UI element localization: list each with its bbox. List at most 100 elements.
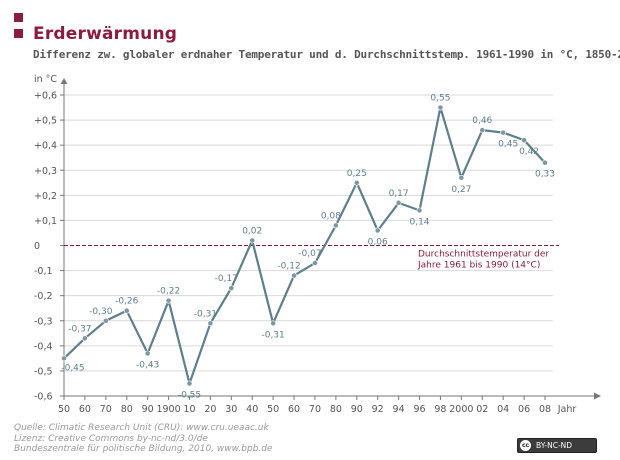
y-tick-label: -0,5	[34, 366, 53, 377]
x-tick-label: 06	[518, 404, 530, 415]
data-point	[500, 129, 507, 136]
x-tick-label: 70	[100, 404, 112, 415]
data-label: -0,37	[68, 324, 91, 334]
x-tick-label: 94	[393, 404, 405, 415]
x-tick-label: 02	[476, 404, 488, 415]
data-point	[291, 272, 297, 279]
y-tick-label: +0,3	[34, 166, 57, 177]
reference-label-line1: Durchschnittstemperatur der	[418, 250, 549, 260]
reference-label-line2: Jahre 1961 bis 1990 (14°C)	[417, 261, 540, 271]
data-point	[144, 350, 151, 357]
x-tick-label: 04	[497, 404, 509, 415]
y-tick-label: +0,2	[34, 191, 57, 202]
data-point	[458, 174, 465, 181]
y-tick-label: +0,1	[34, 216, 57, 227]
x-tick-label: 60	[288, 404, 300, 415]
data-label: -0,07	[298, 249, 321, 259]
x-tick-label: 92	[372, 404, 384, 415]
data-label: 0,25	[347, 169, 367, 179]
publisher-text: Bundeszentrale für politische Bildung, 2…	[14, 444, 273, 454]
data-point	[353, 179, 360, 186]
x-tick-label: 70	[309, 404, 321, 415]
x-axis-label: Jahr	[557, 404, 577, 415]
data-label: -0,45	[61, 363, 84, 373]
creative-commons-badge[interactable]: cc BY-NC-ND	[517, 438, 597, 453]
data-label: -0,12	[277, 262, 300, 272]
x-tick-label: 98	[434, 404, 446, 415]
data-point	[82, 335, 88, 342]
x-axis-arrow	[594, 392, 601, 400]
data-label: -0,17	[215, 274, 238, 284]
license-text: Lizenz: Creative Commons by-nc-nd/3.0/de	[14, 433, 208, 444]
x-tick-label: 90	[351, 404, 363, 415]
x-tick-label: 20	[204, 404, 216, 415]
data-point	[207, 320, 214, 327]
data-point	[479, 127, 486, 134]
data-point	[186, 380, 193, 387]
data-point	[374, 227, 381, 234]
page-title: Erderwärmung	[33, 24, 178, 44]
data-point	[395, 199, 402, 206]
data-point	[123, 307, 130, 314]
x-tick-label: 80	[121, 404, 133, 415]
data-label: 0,06	[368, 237, 388, 247]
x-tick-label: 90	[142, 404, 154, 415]
data-label: 0,33	[535, 170, 555, 180]
data-label: -0,43	[136, 360, 159, 370]
x-tick-label: 2000	[449, 404, 473, 415]
source-text: Quelle: Climatic Research Unit (CRU): ww…	[14, 423, 269, 433]
source-notes: Quelle: Climatic Research Unit (CRU): ww…	[14, 423, 273, 455]
data-label: 0,55	[430, 94, 450, 104]
cc-license-label: BY-NC-ND	[536, 441, 573, 450]
data-point	[228, 285, 235, 292]
data-label: 0,08	[321, 211, 341, 221]
data-label: 0,45	[498, 140, 518, 150]
data-label: 0,27	[451, 185, 471, 195]
cc-icon: cc	[520, 440, 531, 451]
data-label: 0,46	[472, 116, 492, 126]
y-tick-label: +0,5	[34, 116, 57, 127]
page-subtitle: Differenz zw. globaler erdnaher Temperat…	[33, 48, 620, 61]
x-tick-label: 60	[79, 404, 91, 415]
data-point	[249, 237, 256, 244]
y-tick-label: 0	[34, 241, 40, 252]
data-point	[270, 320, 277, 327]
title-marker-square-top	[14, 13, 23, 22]
data-label: 0,14	[409, 217, 429, 227]
x-tick-label: 50	[58, 404, 70, 415]
data-point	[165, 297, 172, 304]
data-point	[332, 222, 339, 229]
data-point	[312, 260, 318, 266]
y-tick-label: -0,6	[34, 392, 53, 403]
data-label: 0,17	[389, 189, 409, 199]
data-label: -0,22	[157, 287, 180, 297]
y-tick-label: -0,1	[34, 266, 53, 277]
title-marker-square	[14, 29, 23, 38]
x-tick-label: 10	[183, 404, 195, 415]
data-label: 0,02	[242, 226, 262, 236]
data-label: 0,42	[519, 147, 539, 157]
y-axis-label: in °C	[34, 74, 57, 85]
data-point	[61, 355, 67, 362]
data-label: -0,55	[178, 390, 201, 400]
x-tick-label: 30	[225, 404, 237, 415]
data-point	[416, 207, 423, 214]
data-label: -0,31	[261, 330, 284, 340]
data-point	[521, 137, 527, 144]
y-axis-arrow	[60, 78, 68, 84]
y-tick-label: -0,4	[34, 341, 53, 352]
y-tick-label: +0,6	[34, 91, 57, 102]
x-tick-label: 96	[413, 404, 425, 415]
x-tick-label: 50	[267, 404, 279, 415]
x-tick-label: 40	[246, 404, 258, 415]
y-tick-label: +0,4	[34, 141, 57, 152]
y-tick-label: -0,2	[34, 291, 53, 302]
x-tick-label: 1900	[156, 404, 180, 415]
data-label: -0,31	[194, 309, 217, 319]
data-label: -0,30	[89, 307, 113, 317]
data-point	[437, 104, 444, 111]
y-tick-label: -0,3	[34, 316, 53, 327]
x-tick-label: 08	[539, 404, 551, 415]
data-point	[102, 317, 109, 324]
